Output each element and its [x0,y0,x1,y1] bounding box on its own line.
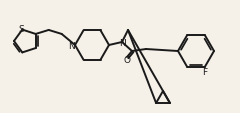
Text: N: N [68,41,74,50]
Text: N: N [119,38,125,47]
Text: O: O [124,55,131,64]
Text: S: S [18,25,24,34]
Text: F: F [202,67,208,76]
